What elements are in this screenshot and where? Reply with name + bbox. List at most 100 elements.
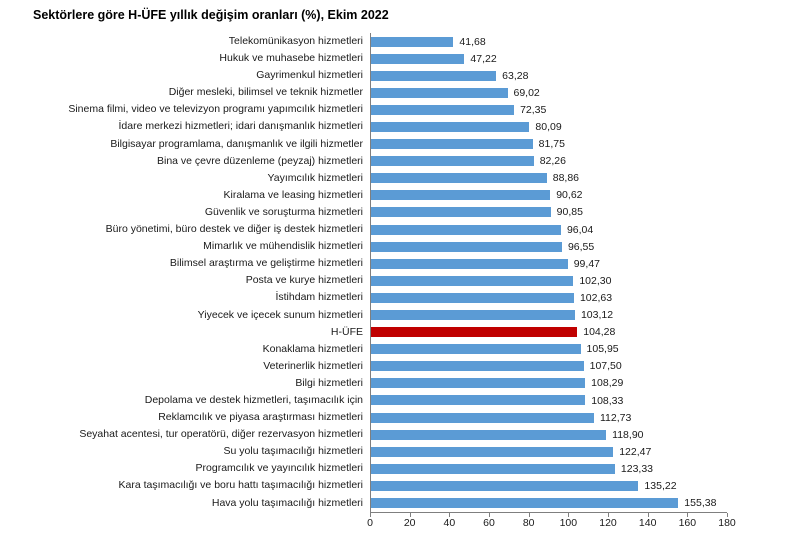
value-label: 96,04 [566, 223, 594, 236]
category-label: Hukuk ve muhasebe hizmetleri [219, 52, 363, 65]
x-axis-tick [687, 513, 689, 517]
bar [371, 310, 575, 320]
x-axis-tick-label: 180 [718, 517, 736, 529]
value-label: 105,95 [586, 343, 619, 356]
bar [371, 412, 594, 423]
bar-row: Telekomünikasyon hizmetleri 41,68 [0, 33, 800, 51]
value-label: 72,35 [520, 103, 547, 116]
bar-row: Hukuk ve muhasebe hizmetleri 47,22 [0, 50, 800, 68]
bar-track: 63,28 [370, 67, 727, 85]
bar-rows: Telekomünikasyon hizmetleri 41,68 Hukuk ve… [0, 33, 800, 512]
value-label: 122,47 [619, 445, 652, 458]
bar-row: Veterinerlik hizmetleri 107,50 [0, 357, 800, 375]
bar [371, 378, 586, 389]
x-axis-tick [608, 513, 609, 517]
bar-track: 108,29 [370, 374, 727, 392]
bar [371, 173, 547, 184]
bar-track: 103,12 [370, 306, 727, 324]
bar [371, 207, 551, 218]
bar-track: 118,90 [370, 426, 727, 444]
bar-track: 47,22 [370, 50, 727, 68]
bar [371, 190, 551, 201]
x-axis-tick [370, 513, 371, 517]
x-axis-tick-label: 140 [638, 517, 657, 529]
bar-track: 99,47 [370, 255, 727, 273]
value-label: 99,47 [573, 257, 600, 270]
category-label: Su yolu taşımacılığı hizmetleri [223, 445, 363, 458]
x-axis-tick-label: 20 [403, 517, 416, 529]
category-label: Yayımcılık hizmetleri [267, 171, 364, 184]
bar [371, 104, 515, 115]
x-axis-tick-label: 80 [522, 517, 535, 529]
category-label: Kiralama ve leasing hizmetleri [223, 188, 363, 201]
bar-track: 96,04 [370, 221, 727, 239]
bar [371, 36, 454, 47]
bar-track: 135,22 [370, 477, 727, 495]
bar [371, 292, 574, 303]
bar-track: 105,95 [370, 340, 727, 358]
bar [371, 275, 574, 286]
category-label: Büro yönetimi, büro destek ve diğer iş d… [105, 223, 363, 236]
x-axis-tick-label: 160 [678, 517, 697, 529]
category-label: Posta ve kurye hizmetleri [245, 274, 363, 287]
bar-row: Mimarlık ve mühendislik hizmetleri 96,55 [0, 238, 800, 256]
bar-row: Bilgisayar programlama, danışmanlık ve i… [0, 135, 800, 153]
bar-row: Su yolu taşımacılığı hizmetleri 122,47 [0, 443, 800, 461]
bar [371, 344, 581, 355]
bar-row: Güvenlik ve soruşturma hizmetleri 90,85 [0, 203, 800, 222]
bar-chart: Telekomünikasyon hizmetleri 41,68 Hukuk ve… [0, 33, 800, 512]
value-label: 88,86 [552, 172, 580, 185]
bar-row: Büro yönetimi, büro destek ve diğer iş d… [0, 221, 800, 239]
bar [371, 361, 584, 372]
category-label: Programcılık ve yayıncılık hizmetleri [195, 462, 363, 475]
bar-row: Bilimsel araştırma ve geliştirme hizmetl… [0, 255, 800, 273]
category-label: Hava yolu taşımacılığı hizmetleri [211, 496, 363, 509]
value-label: 80,09 [535, 121, 562, 134]
category-label: Güvenlik ve soruşturma hizmetleri [204, 205, 363, 218]
bar [371, 258, 568, 269]
category-label: Seyahat acentesi, tur operatörü, diğer r… [79, 428, 363, 441]
bar-track: 155,38 [370, 494, 727, 512]
bar-track: 107,50 [370, 357, 727, 375]
value-label: 90,85 [556, 206, 583, 219]
category-label: Veterinerlik hizmetleri [263, 359, 363, 372]
bar [371, 53, 465, 64]
x-axis-tick-label: 0 [367, 517, 373, 529]
value-label: 82,26 [539, 155, 566, 168]
bar-track: 123,33 [370, 460, 727, 478]
value-label: 103,12 [580, 309, 614, 322]
value-label: 107,50 [589, 360, 622, 373]
bar-track: 122,47 [370, 443, 727, 461]
bar [371, 446, 614, 457]
x-axis-tick [727, 513, 728, 517]
bar [371, 498, 679, 509]
value-label: 47,22 [470, 52, 497, 65]
x-axis-tick-label: 60 [483, 517, 495, 529]
value-label: 102,63 [579, 291, 613, 304]
bar-row: Hava yolu taşımacılığı hizmetleri 155,38 [0, 494, 800, 512]
bar-track: 90,62 [370, 186, 727, 204]
category-label: Bilgi hizmetleri [295, 376, 363, 389]
bar-row: Yayımcılık hizmetleri 88,86 [0, 169, 800, 187]
bar [371, 395, 586, 406]
bar [371, 87, 508, 98]
category-label: Kara taşımacılığı ve boru hattı taşımacı… [118, 479, 363, 492]
value-label: 155,38 [684, 497, 717, 510]
bar [371, 139, 533, 150]
bar [371, 70, 497, 81]
bar [371, 224, 561, 235]
bar-track: 88,86 [370, 169, 727, 187]
value-label: 112,73 [599, 411, 632, 424]
bar-row: İstihdam hizmetleri 102,63 [0, 289, 800, 307]
category-label: İdare merkezi hizmetleri; idari danışman… [118, 120, 364, 133]
value-label: 81,75 [538, 138, 565, 151]
x-axis-tick-label: 120 [599, 517, 617, 529]
bar-track: 102,30 [370, 272, 727, 290]
category-label: H-ÜFE [330, 325, 363, 338]
category-label: Bilimsel araştırma ve geliştirme hizmetl… [169, 257, 363, 270]
category-label: Depolama ve destek hizmetleri, taşımacıl… [144, 393, 363, 406]
bar [371, 156, 534, 167]
x-axis-tick-label: 40 [443, 517, 456, 529]
value-label: 118,90 [612, 428, 644, 441]
bar-row: Yiyecek ve içecek sunum hizmetleri 103,12 [0, 306, 800, 324]
